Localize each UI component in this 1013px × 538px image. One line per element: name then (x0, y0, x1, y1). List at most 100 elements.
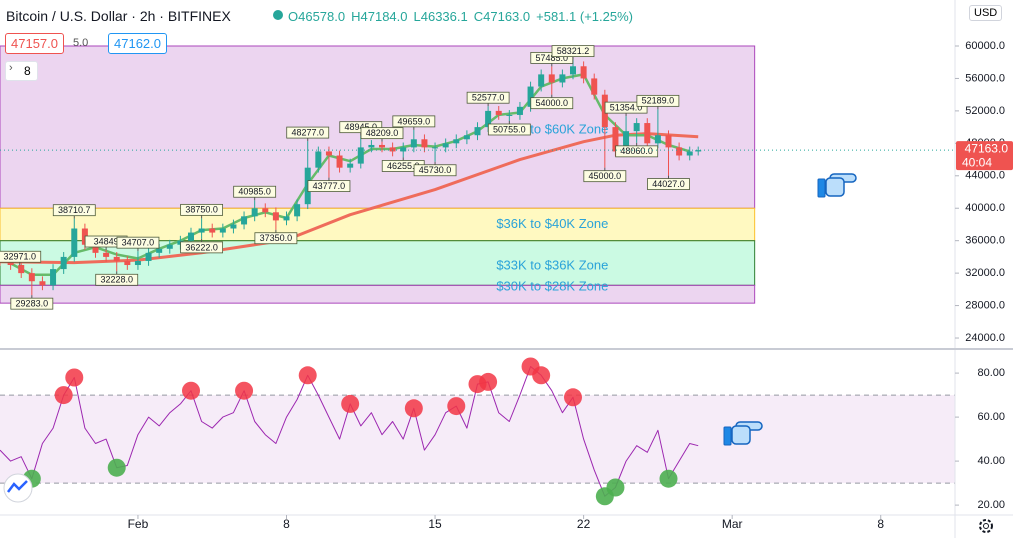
settings-gear[interactable] (979, 519, 993, 533)
price-annotation (647, 178, 690, 190)
candle-body (283, 216, 290, 221)
candle-body (336, 155, 343, 168)
candle-body (580, 66, 587, 79)
annotation-label: 57485.0 (536, 53, 569, 63)
candle-body (134, 260, 141, 266)
price-annotation (615, 145, 659, 158)
y-tick-label: 24000.0 (965, 332, 1005, 344)
candle-body (368, 144, 375, 148)
indicators-toggle[interactable]: 8 (5, 61, 38, 81)
overbought-marker (65, 368, 84, 387)
y-tick-label: 20.00 (977, 499, 1005, 511)
candle-body (230, 224, 237, 229)
candle-body (389, 147, 396, 152)
annotation-label: 44027.0 (652, 179, 685, 189)
annotation-label: 43777.0 (313, 181, 346, 191)
overbought-marker (479, 372, 498, 391)
annotation-label: 34849 (94, 236, 119, 246)
y-tick-label: 32000.0 (965, 267, 1005, 279)
candle-body (591, 78, 598, 95)
candle-body (612, 127, 619, 152)
close: C47163.0 (473, 9, 531, 24)
candle-body (442, 143, 449, 148)
high: H47184.0 (351, 9, 408, 24)
overbought-marker (182, 381, 200, 400)
candle-body (570, 66, 576, 75)
price-annotation (583, 170, 627, 183)
annotation-label: 48060.0 (620, 146, 653, 156)
candle-body (113, 256, 120, 261)
candle-body (686, 151, 693, 156)
annotation-label: 52189.0 (642, 96, 675, 106)
annotation-label: 29283.0 (16, 299, 49, 309)
oversold-marker (606, 478, 625, 497)
price-annotation (254, 232, 298, 245)
price-annotation (180, 203, 224, 216)
candle-body (7, 260, 14, 266)
price-annotation (360, 127, 404, 140)
price-annotation (636, 94, 680, 107)
candle-body (676, 147, 683, 156)
price-annotation (307, 180, 351, 192)
overbought-marker (54, 386, 73, 405)
annotation-label: 58321.2 (557, 46, 590, 56)
candle-body (50, 269, 57, 286)
annotation-label: 40985.0 (238, 187, 271, 197)
ohlc-legend: O46578.0 H47184.0 L46336.1 C47163.0 +581.1 (… (288, 9, 639, 24)
x-tick-label: Feb (128, 517, 149, 531)
y-tick-label: 40000.0 (965, 202, 1005, 214)
status-dot (273, 10, 283, 20)
price-annotation (0, 250, 42, 263)
price-annotation (530, 97, 574, 110)
candle-body (559, 74, 566, 83)
annotation-label: 45730.0 (419, 165, 452, 175)
candle-body (400, 147, 407, 152)
candle-body (92, 244, 99, 253)
low: L46336.1 (413, 9, 468, 24)
sell-button[interactable]: 47157.0 (5, 33, 64, 54)
y-tick-label: 44000.0 (965, 170, 1005, 182)
buy-button[interactable]: 47162.0 (108, 33, 167, 54)
thumb-icon (723, 421, 763, 446)
candle-body (262, 208, 269, 213)
annotation-label: 37350.0 (260, 233, 293, 243)
candle-body (188, 232, 194, 241)
price-annotation (116, 236, 160, 249)
candle-body (198, 228, 205, 233)
logo[interactable] (3, 473, 33, 503)
thumb-icon (817, 173, 857, 198)
candle-body (219, 228, 226, 233)
candle-body (251, 208, 258, 217)
overbought-marker (235, 381, 254, 400)
candle-body (654, 135, 661, 144)
price-annotation (392, 115, 436, 128)
candle-body (294, 204, 301, 217)
annotation-label: 38750.0 (185, 205, 218, 215)
price-annotation (413, 164, 457, 177)
x-tick-label: Mar (722, 517, 743, 531)
annotation-label: 54000.0 (536, 98, 569, 108)
candle-body (432, 147, 439, 149)
x-tick-label: 8 (877, 517, 884, 531)
x-tick-label: 22 (577, 517, 591, 531)
price-annotation (286, 126, 330, 139)
candle-body (39, 281, 46, 286)
candle-body (506, 114, 513, 116)
candle-body (538, 74, 545, 87)
price-annotation (604, 101, 648, 114)
oversold-marker (107, 458, 126, 477)
candle-body (548, 74, 555, 83)
currency-label[interactable]: USD (969, 5, 1003, 21)
price-annotation (95, 273, 139, 286)
oversold-marker (659, 469, 678, 488)
zone-label: $33K to $36K Zone (496, 257, 608, 272)
candle-body (516, 106, 523, 115)
last-price-label: 47163.0 (965, 141, 1009, 155)
spread: 5.0 (73, 37, 89, 49)
overbought-marker (298, 366, 317, 385)
y-tick-label: 28000.0 (965, 299, 1005, 311)
y-tick-label: 60.00 (977, 411, 1005, 423)
annotation-label: 49659.0 (398, 116, 431, 126)
x-tick-label: 15 (428, 517, 442, 531)
candle-body (156, 248, 163, 253)
